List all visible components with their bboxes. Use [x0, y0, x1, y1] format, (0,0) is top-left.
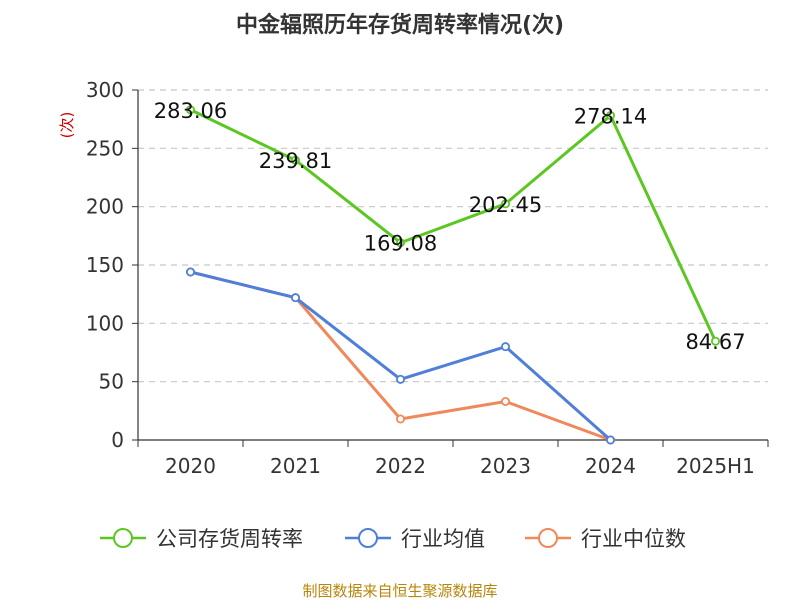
data-point — [290, 155, 300, 165]
data-point — [395, 414, 405, 424]
y-tick-label: 0 — [111, 428, 124, 452]
data-point — [290, 293, 300, 303]
y-tick-label: 200 — [86, 195, 124, 219]
x-tick-label: 2021 — [270, 454, 321, 478]
y-tick-label: 300 — [86, 78, 124, 102]
data-label: 239.81 — [259, 149, 332, 173]
y-tick-label: 50 — [99, 370, 124, 394]
source-note: 制图数据来自恒生聚源数据库 — [302, 582, 497, 600]
legend-marker — [113, 528, 133, 548]
y-axis-unit: (次) — [58, 112, 76, 139]
legend-marker — [358, 528, 378, 548]
axes: 0 50 100 150 200 250 300 2020 2021 2022 2023 2024 20… — [86, 78, 769, 478]
chart-title: 中金辐照历年存货周转率情况(次) — [236, 12, 564, 38]
data-point — [500, 342, 510, 352]
x-tick-label: 2022 — [375, 454, 426, 478]
data-label: 283.06 — [154, 99, 227, 123]
grid-lines — [138, 89, 768, 383]
data-point — [395, 374, 405, 384]
data-point — [606, 435, 616, 445]
data-point — [500, 396, 510, 406]
x-tick-label: 2025H1 — [676, 454, 755, 478]
legend-marker — [538, 528, 558, 548]
y-tick-label: 250 — [86, 136, 124, 160]
data-point — [606, 111, 616, 121]
x-tick-label: 2024 — [585, 454, 636, 478]
x-tick-label: 2020 — [165, 454, 216, 478]
legend-label: 行业中位数 — [581, 527, 686, 551]
data-label: 278.14 — [574, 105, 647, 129]
data-point — [500, 199, 510, 209]
legend-label: 公司存货周转率 — [156, 527, 303, 551]
data-label: 202.45 — [469, 193, 542, 217]
legend: 公司存货周转率 行业均值 行业中位数 — [100, 527, 686, 551]
series-lines — [185, 105, 721, 445]
data-point — [395, 238, 405, 248]
x-tick-label: 2023 — [480, 454, 531, 478]
data-label: 169.08 — [364, 232, 437, 256]
data-point — [185, 105, 195, 115]
data-point — [185, 267, 195, 277]
y-tick-label: 100 — [86, 311, 124, 335]
legend-label: 行业均值 — [401, 527, 485, 551]
data-labels: 283.06 239.81 169.08 202.45 278.14 84.67 — [154, 99, 746, 354]
data-label: 84.67 — [685, 330, 745, 354]
data-point — [711, 336, 721, 346]
series-line — [189, 108, 717, 342]
y-tick-label: 150 — [86, 253, 124, 277]
